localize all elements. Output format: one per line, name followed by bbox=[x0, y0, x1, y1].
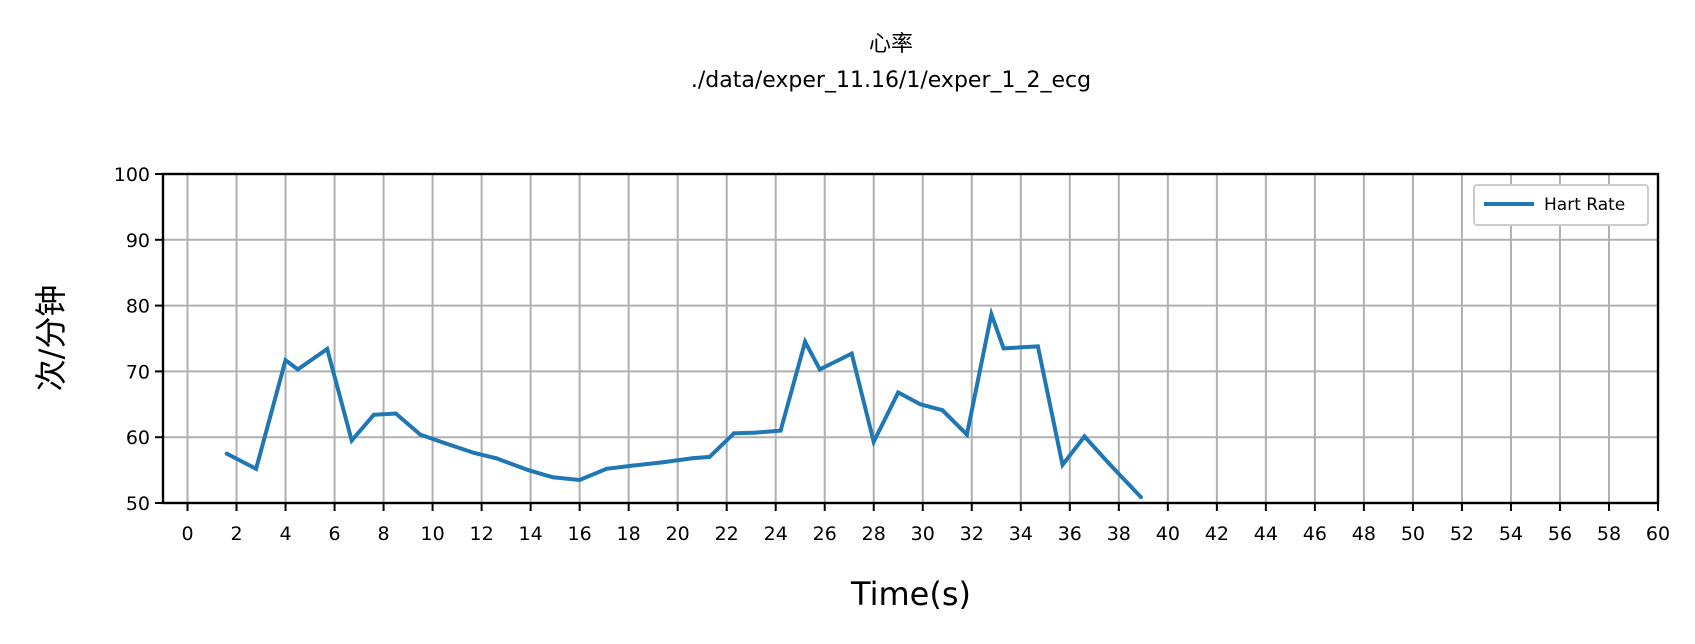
x-tick-label: 2 bbox=[230, 523, 242, 545]
y-tick-label: 100 bbox=[114, 164, 150, 186]
x-tick-label: 28 bbox=[862, 523, 886, 545]
data-point bbox=[1001, 346, 1006, 351]
data-point bbox=[1060, 462, 1065, 467]
data-point bbox=[325, 347, 330, 351]
x-tick-label: 16 bbox=[568, 523, 592, 545]
x-tick-label: 26 bbox=[813, 523, 837, 545]
data-point bbox=[871, 439, 876, 444]
data-point bbox=[918, 402, 923, 407]
x-tick-label: 52 bbox=[1450, 523, 1474, 545]
y-tick-label: 80 bbox=[126, 296, 150, 318]
grid-lines bbox=[163, 173, 1659, 504]
data-point bbox=[349, 438, 354, 443]
x-tick-label: 56 bbox=[1548, 523, 1572, 545]
x-tick-label: 4 bbox=[279, 523, 291, 545]
x-tick-label: 8 bbox=[378, 523, 390, 545]
x-tick-label: 46 bbox=[1303, 523, 1327, 545]
data-point bbox=[707, 454, 712, 459]
x-tick-label: 14 bbox=[519, 523, 543, 545]
data-point bbox=[732, 431, 736, 436]
x-tick-label: 30 bbox=[911, 523, 935, 545]
chart-title: 心率 bbox=[869, 32, 913, 57]
x-tick-label: 44 bbox=[1254, 523, 1278, 545]
data-point bbox=[526, 468, 531, 473]
data-point bbox=[1082, 434, 1087, 439]
data-point bbox=[803, 339, 808, 344]
x-tick-label: 0 bbox=[181, 523, 193, 545]
data-point bbox=[817, 367, 822, 372]
y-axis-ticks: 50 60 70 80 90 100 bbox=[114, 164, 163, 515]
series-line-hart-rate bbox=[225, 306, 1143, 499]
data-point bbox=[442, 441, 447, 446]
legend-box bbox=[1473, 184, 1649, 226]
legend: Hart Rate bbox=[1473, 184, 1649, 226]
data-point bbox=[964, 432, 969, 437]
x-tick-label: 60 bbox=[1646, 523, 1670, 545]
plot-frame bbox=[161, 172, 1660, 505]
data-point bbox=[295, 367, 300, 372]
data-point bbox=[896, 390, 901, 395]
x-tick-label: 50 bbox=[1401, 523, 1425, 545]
data-point bbox=[472, 451, 477, 455]
y-tick-label: 50 bbox=[126, 493, 150, 515]
y-tick-label: 70 bbox=[126, 361, 150, 383]
data-point bbox=[631, 463, 636, 468]
data-point bbox=[494, 456, 499, 461]
data-point bbox=[989, 312, 994, 317]
data-point bbox=[661, 460, 665, 465]
x-tick-label: 22 bbox=[715, 523, 739, 545]
legend-label: Hart Rate bbox=[1544, 195, 1625, 215]
chart-subtitle: ./data/exper_11.16/1/exper_1_2_ecg bbox=[691, 68, 1091, 93]
data-point bbox=[371, 412, 376, 417]
data-point bbox=[754, 430, 759, 435]
data-point bbox=[778, 428, 783, 433]
data-point bbox=[1107, 461, 1111, 466]
x-tick-label: 54 bbox=[1499, 523, 1523, 545]
x-tick-label: 36 bbox=[1058, 523, 1082, 545]
data-point bbox=[1138, 495, 1143, 500]
x-tick-label: 38 bbox=[1107, 523, 1131, 545]
series-layer bbox=[224, 306, 1143, 500]
x-tick-label: 34 bbox=[1009, 523, 1033, 545]
x-tick-label: 10 bbox=[420, 523, 444, 545]
x-tick-label: 12 bbox=[470, 523, 494, 545]
x-tick-label: 20 bbox=[666, 523, 690, 545]
data-point bbox=[690, 456, 695, 461]
y-tick-label: 60 bbox=[126, 427, 150, 449]
data-point bbox=[604, 466, 609, 471]
data-point bbox=[418, 432, 423, 437]
y-axis-label: 次/分钟 bbox=[32, 285, 70, 392]
x-tick-label: 18 bbox=[617, 523, 641, 545]
data-point bbox=[940, 408, 945, 413]
data-point bbox=[550, 475, 555, 480]
data-point bbox=[254, 466, 259, 471]
x-tick-label: 32 bbox=[960, 523, 984, 545]
data-point bbox=[393, 411, 398, 416]
data-point bbox=[283, 358, 288, 363]
x-tick-label: 58 bbox=[1597, 523, 1621, 545]
x-tick-label: 40 bbox=[1156, 523, 1180, 545]
data-point bbox=[849, 351, 854, 356]
x-tick-label: 24 bbox=[764, 523, 788, 545]
x-tick-label: 6 bbox=[329, 523, 341, 545]
x-tick-label: 42 bbox=[1205, 523, 1229, 545]
y-tick-label: 90 bbox=[126, 230, 150, 252]
data-point bbox=[577, 478, 582, 482]
data-point bbox=[1035, 344, 1040, 349]
data-point bbox=[224, 451, 229, 456]
x-axis-ticks: 0 2 4 6 8 10 12 14 16 18 20 22 24 26 28 30 32 34 36 38 40 42 4… bbox=[181, 503, 1670, 545]
x-axis-label: Time(s) bbox=[850, 575, 971, 613]
x-tick-label: 48 bbox=[1352, 523, 1376, 545]
